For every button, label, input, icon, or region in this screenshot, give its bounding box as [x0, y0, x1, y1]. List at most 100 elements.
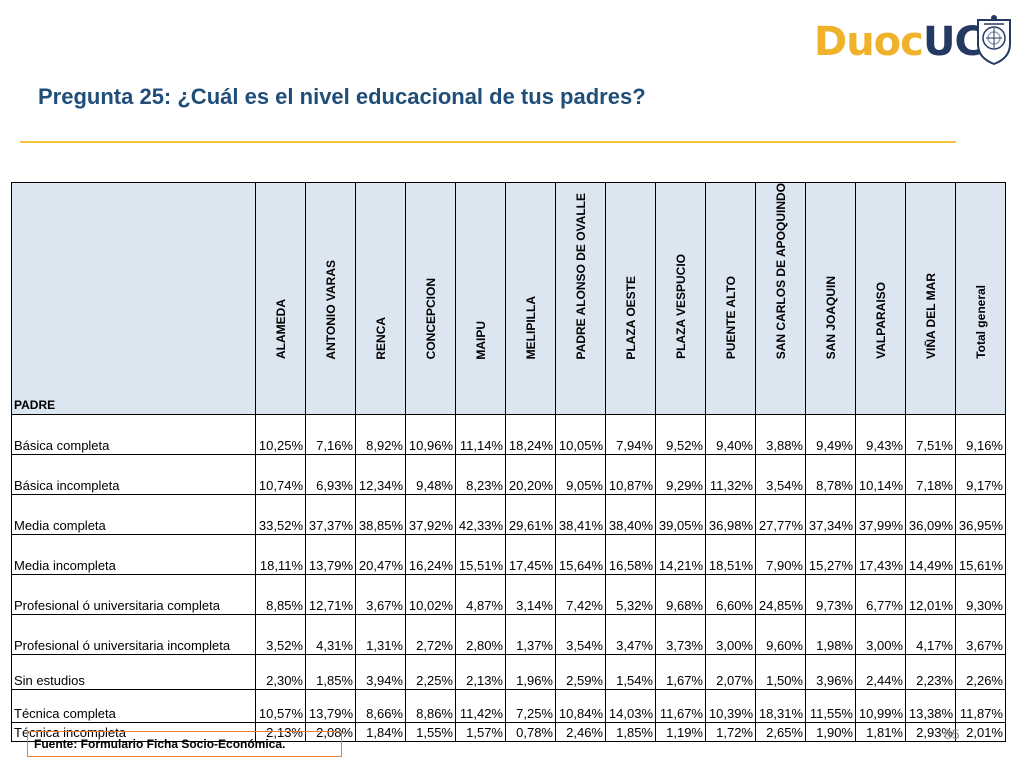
table-cell: 10,02%: [405, 574, 456, 616]
table-cell: 37,92%: [405, 494, 456, 536]
column-header: ALAMEDA: [255, 181, 306, 416]
table-row: Media incompleta 18,11% 13,79% 20,47% 16,24%…: [11, 534, 1006, 576]
row-label: Básica incompleta: [11, 454, 256, 496]
table-cell: 12,01%: [905, 574, 956, 616]
table-cell: 2,59%: [555, 654, 606, 691]
table-cell: 37,99%: [855, 494, 906, 536]
table-cell: 17,45%: [505, 534, 556, 576]
column-header-label: Total general: [973, 285, 988, 360]
column-header: MELIPILLA: [505, 181, 556, 416]
table-row: Sin estudios 2,30% 1,85% 3,94% 2,25% 2,13% 1,9…: [11, 654, 1006, 691]
table-cell: 38,85%: [355, 494, 406, 536]
table-cell: 9,43%: [855, 414, 906, 456]
column-header-label: PLAZA OESTE: [623, 275, 638, 360]
column-header: PUENTE ALTO: [705, 181, 756, 416]
table-cell: 1,72%: [705, 722, 756, 743]
table-cell: 7,90%: [755, 534, 806, 576]
table-cell: 7,51%: [905, 414, 956, 456]
table-cell: 9,73%: [805, 574, 856, 616]
table-cell: 9,49%: [805, 414, 856, 456]
table-cell: 10,99%: [855, 689, 906, 724]
table-cell: 36,95%: [955, 494, 1006, 536]
education-table: PADRE ALAMEDA ANTONIO VARAS RENCA CONCEPCIO…: [11, 181, 1006, 743]
table-cell: 38,40%: [605, 494, 656, 536]
title-divider: [20, 141, 956, 143]
column-header: SAN JOAQUIN: [805, 181, 856, 416]
table-cell: 4,87%: [455, 574, 506, 616]
row-label: Técnica completa: [11, 689, 256, 724]
column-header: MAIPU: [455, 181, 506, 416]
column-header-label: VIÑA DEL MAR: [923, 273, 938, 360]
table-cell: 5,32%: [605, 574, 656, 616]
column-header-label: PLAZA VESPUCIO: [673, 254, 688, 360]
table-cell: 15,51%: [455, 534, 506, 576]
table-cell: 1,85%: [605, 722, 656, 743]
table-cell: 36,98%: [705, 494, 756, 536]
table-cell: 14,49%: [905, 534, 956, 576]
table-cell: 1,19%: [655, 722, 706, 743]
table-cell: 2,26%: [955, 654, 1006, 691]
table-cell: 3,73%: [655, 614, 706, 656]
table-cell: 15,61%: [955, 534, 1006, 576]
table-cell: 8,66%: [355, 689, 406, 724]
row-header-padre: PADRE: [11, 181, 256, 416]
table-cell: 3,96%: [805, 654, 856, 691]
table-cell: 2,65%: [755, 722, 806, 743]
column-header-label: ALAMEDA: [273, 299, 288, 360]
table-row: Profesional ó universitaria completa 8,85…: [11, 574, 1006, 616]
table-cell: 10,87%: [605, 454, 656, 496]
table-cell: 38,41%: [555, 494, 606, 536]
table-cell: 7,94%: [605, 414, 656, 456]
table-cell: 6,60%: [705, 574, 756, 616]
table-cell: 14,21%: [655, 534, 706, 576]
column-header: PLAZA OESTE: [605, 181, 656, 416]
column-header: PLAZA VESPUCIO: [655, 181, 706, 416]
table-cell: 3,47%: [605, 614, 656, 656]
table-cell: 1,37%: [505, 614, 556, 656]
table-cell: 1,31%: [355, 614, 406, 656]
table-cell: 2,80%: [455, 614, 506, 656]
column-header: RENCA: [355, 181, 406, 416]
table-cell: 10,05%: [555, 414, 606, 456]
row-label: Media incompleta: [11, 534, 256, 576]
table-cell: 16,58%: [605, 534, 656, 576]
table-cell: 8,78%: [805, 454, 856, 496]
column-header-label: PUENTE ALTO: [723, 276, 738, 360]
column-header-label: ANTONIO VARAS: [323, 259, 338, 360]
table-cell: 9,17%: [955, 454, 1006, 496]
column-header-label: MAIPU: [473, 320, 488, 360]
table-cell: 8,23%: [455, 454, 506, 496]
table-cell: 1,90%: [805, 722, 856, 743]
column-header-label: MELIPILLA: [523, 295, 538, 360]
table-cell: 18,51%: [705, 534, 756, 576]
table-cell: 1,50%: [755, 654, 806, 691]
table-cell: 12,71%: [305, 574, 356, 616]
table-cell: 16,24%: [405, 534, 456, 576]
logo-uc-text: UC: [923, 19, 984, 65]
table-cell: 2,07%: [705, 654, 756, 691]
table-cell: 3,67%: [955, 614, 1006, 656]
table-cell: 42,33%: [455, 494, 506, 536]
column-header: PADRE ALONSO DE OVALLE: [555, 181, 606, 416]
university-seal-icon: [977, 15, 1011, 66]
table-cell: 11,67%: [655, 689, 706, 724]
table-cell: 10,74%: [255, 454, 306, 496]
table-cell: 18,24%: [505, 414, 556, 456]
table-cell: 7,42%: [555, 574, 606, 616]
table-cell: 10,84%: [555, 689, 606, 724]
table-cell: 20,47%: [355, 534, 406, 576]
table-cell: 2,08%: [305, 722, 356, 743]
source-note: Fuente: Formulario Ficha Socio-Económica…: [27, 731, 342, 757]
table-cell: 2,13%: [255, 722, 306, 743]
column-header-label: RENCA: [373, 316, 388, 360]
table-cell: 18,31%: [755, 689, 806, 724]
table-cell: 36,09%: [905, 494, 956, 536]
table-cell: 8,92%: [355, 414, 406, 456]
table-cell: 2,13%: [455, 654, 506, 691]
column-header-label: VALPARAISO: [873, 282, 888, 360]
table-cell: 2,93%: [905, 722, 956, 743]
table-cell: 11,55%: [805, 689, 856, 724]
table-cell: 10,57%: [255, 689, 306, 724]
table-cell: 12,34%: [355, 454, 406, 496]
table-cell: 24,85%: [755, 574, 806, 616]
